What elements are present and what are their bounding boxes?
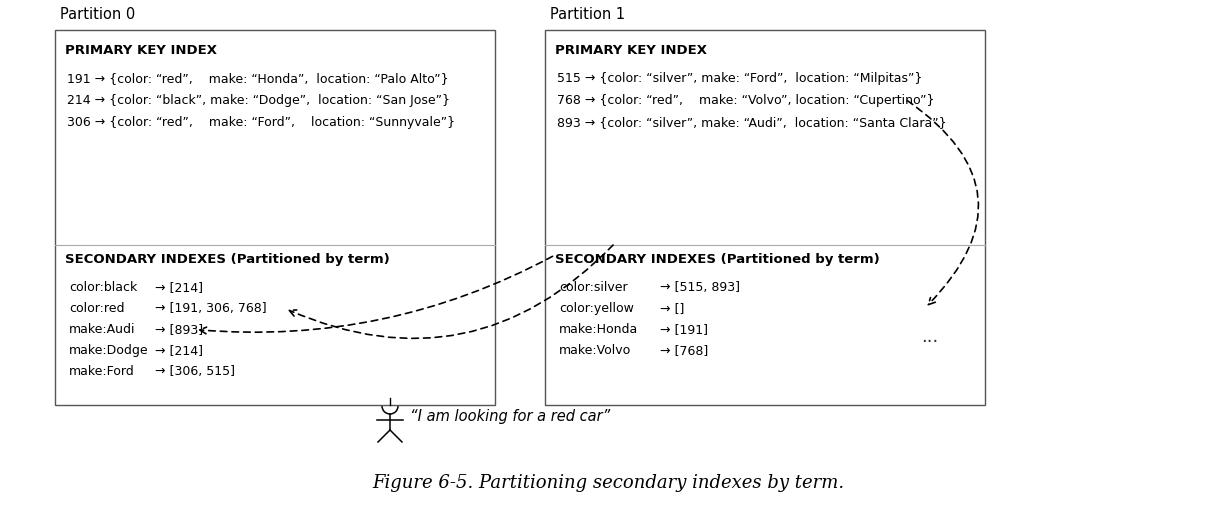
Bar (55, 30, 495, 405)
Text: PRIMARY KEY INDEX: PRIMARY KEY INDEX (554, 44, 706, 57)
Text: make:Volvo: make:Volvo (559, 344, 631, 357)
Text: make:Audi: make:Audi (69, 323, 135, 336)
Text: 893 → {color: “silver”, make: “Audi”,  location: “Santa Clara”}: 893 → {color: “silver”, make: “Audi”, lo… (557, 116, 946, 129)
Text: Partition 0: Partition 0 (60, 7, 135, 22)
Text: 214 → {color: “black”, make: “Dodge”,  location: “San Jose”}: 214 → {color: “black”, make: “Dodge”, lo… (67, 94, 450, 107)
Text: color:red: color:red (69, 302, 124, 315)
Text: → [214]: → [214] (154, 344, 203, 357)
Text: SECONDARY INDEXES (Partitioned by term): SECONDARY INDEXES (Partitioned by term) (554, 253, 879, 266)
Text: color:yellow: color:yellow (559, 302, 634, 315)
Text: SECONDARY INDEXES (Partitioned by term): SECONDARY INDEXES (Partitioned by term) (64, 253, 390, 266)
Text: 515 → {color: “silver”, make: “Ford”,  location: “Milpitas”}: 515 → {color: “silver”, make: “Ford”, lo… (557, 72, 923, 85)
Text: color:silver: color:silver (559, 281, 627, 294)
Bar (63, 298, 486, 318)
Text: → [893]: → [893] (154, 323, 203, 336)
Bar (545, 30, 985, 405)
Text: → [306, 515]: → [306, 515] (154, 365, 235, 378)
Text: → [191, 306, 768]: → [191, 306, 768] (154, 302, 266, 315)
Text: make:Ford: make:Ford (69, 365, 135, 378)
Text: → [515, 893]: → [515, 893] (660, 281, 741, 294)
Text: 306 → {color: “red”,    make: “Ford”,    location: “Sunnyvale”}: 306 → {color: “red”, make: “Ford”, locat… (67, 116, 455, 129)
Text: “I am looking for a red car”: “I am looking for a red car” (410, 410, 610, 424)
Text: 191 → {color: “red”,    make: “Honda”,  location: “Palo Alto”}: 191 → {color: “red”, make: “Honda”, loca… (67, 72, 449, 85)
Text: → [214]: → [214] (154, 281, 203, 294)
Text: Figure 6-5. Partitioning secondary indexes by term.: Figure 6-5. Partitioning secondary index… (372, 474, 844, 492)
Text: ...: ... (922, 328, 939, 346)
Text: Partition 1: Partition 1 (550, 7, 625, 22)
Text: 768 → {color: “red”,    make: “Volvo”, location: “Cupertino”}: 768 → {color: “red”, make: “Volvo”, loca… (557, 94, 935, 107)
Text: → [191]: → [191] (660, 323, 708, 336)
Text: → [768]: → [768] (660, 344, 708, 357)
Text: PRIMARY KEY INDEX: PRIMARY KEY INDEX (64, 44, 216, 57)
Text: make:Honda: make:Honda (559, 323, 638, 336)
Text: make:Dodge: make:Dodge (69, 344, 148, 357)
Text: → []: → [] (660, 302, 685, 315)
Text: color:black: color:black (69, 281, 137, 294)
